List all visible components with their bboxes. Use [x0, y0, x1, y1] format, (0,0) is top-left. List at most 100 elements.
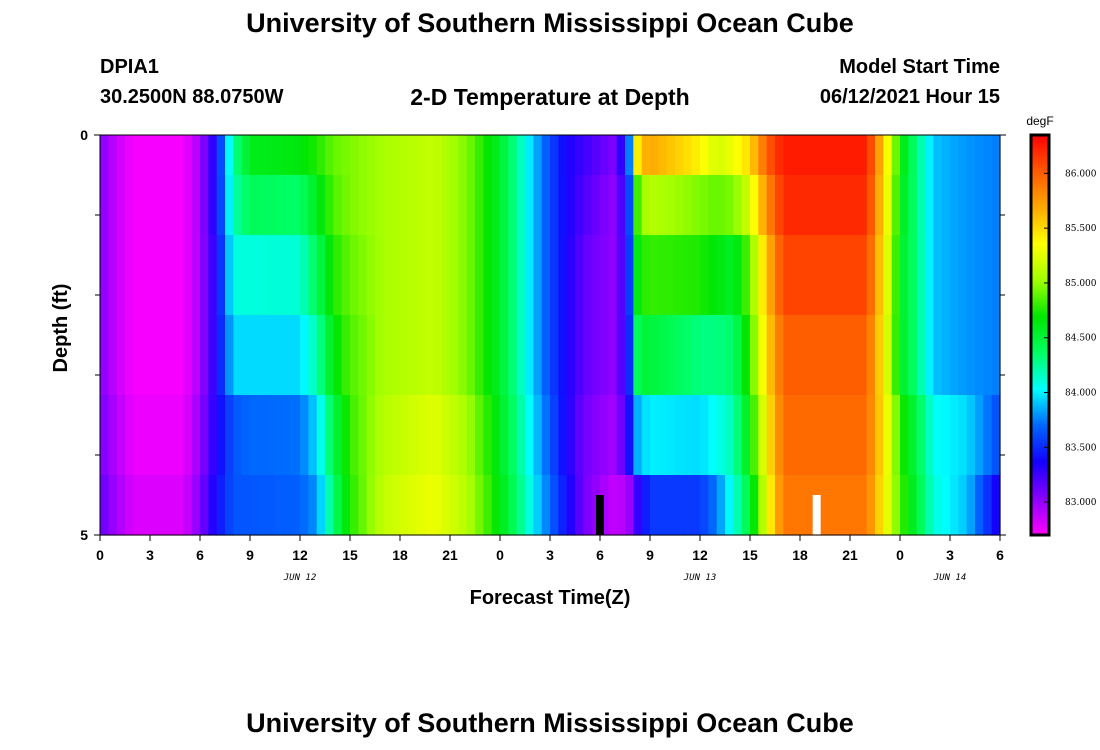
- heatmap-cell: [566, 475, 576, 536]
- heatmap-cell: [900, 395, 909, 476]
- heatmap-cell: [391, 475, 401, 536]
- heatmap-cell: [691, 395, 701, 476]
- heatmap-cell: [600, 395, 609, 476]
- heatmap-cell: [750, 315, 759, 396]
- heatmap: [100, 135, 1001, 536]
- heatmap-cell: [341, 315, 351, 396]
- heatmap-cell: [766, 475, 776, 536]
- heatmap-cell: [783, 235, 793, 316]
- heatmap-cell: [850, 475, 859, 536]
- heatmap-cell: [150, 135, 159, 176]
- heatmap-cell: [750, 475, 759, 536]
- heatmap-cell: [141, 315, 151, 396]
- heatmap-cell: [633, 235, 643, 316]
- heatmap-cell: [183, 235, 193, 316]
- heatmap-cell: [633, 315, 643, 396]
- heatmap-cell: [125, 175, 134, 236]
- heatmap-cell: [591, 395, 601, 476]
- heatmap-cell: [525, 395, 534, 476]
- heatmap-cell: [208, 315, 218, 396]
- heatmap-cell: [683, 235, 693, 316]
- x-tick-label: 3: [546, 547, 554, 563]
- heatmap-cell: [583, 235, 593, 316]
- heatmap-cell: [708, 395, 718, 476]
- colorbar-tick-label: 84.500: [1065, 334, 1097, 344]
- y-tick-label: 0: [80, 127, 88, 143]
- heatmap-cell: [733, 475, 743, 536]
- heatmap-cell: [900, 175, 909, 236]
- heatmap-cell: [916, 175, 926, 236]
- heatmap-cell: [266, 175, 276, 236]
- heatmap-cell: [383, 475, 393, 536]
- heatmap-cell: [450, 395, 459, 476]
- heatmap-cell: [825, 475, 834, 536]
- heatmap-cell: [825, 315, 834, 396]
- heatmap-cell: [700, 135, 709, 176]
- heatmap-cell: [125, 135, 134, 176]
- heatmap-cell: [508, 315, 518, 396]
- heatmap-cell: [191, 175, 201, 236]
- heatmap-cell: [333, 135, 343, 176]
- heatmap-cell: [333, 475, 343, 536]
- colorbar: degF 83.000 83.500 84.000 84.500 85.000 85.50…: [1026, 114, 1097, 537]
- heatmap-cell: [675, 315, 684, 396]
- heatmap-cell: [233, 475, 243, 536]
- heatmap-cell: [491, 395, 501, 476]
- heatmap-cell: [258, 135, 268, 176]
- heatmap-cell: [316, 175, 326, 236]
- heatmap-cell: [575, 175, 584, 236]
- y-axis-title: Depth (ft): [50, 284, 72, 373]
- heatmap-cell: [233, 135, 243, 176]
- heatmap-cell: [516, 135, 526, 176]
- heatmap-cell: [391, 315, 401, 396]
- heatmap-cell: [116, 135, 126, 176]
- heatmap-cell: [108, 135, 118, 176]
- heatmap-cell: [941, 235, 951, 316]
- heatmap-cell: [375, 135, 384, 176]
- heatmap-cell: [283, 395, 293, 476]
- heatmap-cell: [775, 475, 784, 536]
- heatmap-cell: [366, 135, 376, 176]
- heatmap-cell: [750, 395, 759, 476]
- heatmap-cell: [558, 395, 568, 476]
- heatmap-cell: [150, 395, 159, 476]
- heatmap-cell: [583, 315, 593, 396]
- heatmap-cell: [400, 235, 409, 316]
- x-tick-label: 6: [196, 547, 204, 563]
- model-start-value: 06/12/2021 Hour 15: [819, 86, 1000, 108]
- heatmap-cell: [966, 395, 976, 476]
- heatmap-cell: [208, 395, 218, 476]
- heatmap-cell: [150, 175, 159, 236]
- heatmap-cell: [983, 235, 993, 316]
- heatmap-cell: [491, 315, 501, 396]
- heatmap-cell: [608, 315, 618, 396]
- heatmap-cell: [316, 235, 326, 316]
- heatmap-cell: [650, 475, 659, 536]
- heatmap-cell: [100, 235, 109, 316]
- heatmap-cell: [558, 475, 568, 536]
- heatmap-cell: [800, 235, 809, 316]
- heatmap-cell: [533, 175, 543, 236]
- heatmap-cell: [241, 395, 251, 476]
- heatmap-cell: [191, 235, 201, 316]
- heatmap-cell: [566, 235, 576, 316]
- heatmap-cell: [650, 175, 659, 236]
- heatmap-cell: [466, 235, 476, 316]
- heatmap-cell: [658, 235, 668, 316]
- x-tick-label: 0: [96, 547, 104, 563]
- heatmap-cell: [258, 175, 268, 236]
- station-id: DPIA1: [100, 56, 159, 78]
- heatmap-cell: [741, 175, 751, 236]
- heatmap-cell: [208, 135, 218, 176]
- y-tick-label: 5: [80, 527, 88, 543]
- heatmap-cell: [508, 235, 518, 316]
- heatmap-cell: [966, 315, 976, 396]
- heatmap-cell: [208, 235, 218, 316]
- heatmap-cell: [541, 395, 551, 476]
- heatmap-cell: [133, 315, 143, 396]
- heatmap-cell: [925, 315, 934, 396]
- heatmap-cell: [541, 235, 551, 316]
- heatmap-cell: [441, 475, 451, 536]
- heatmap-cell: [466, 395, 476, 476]
